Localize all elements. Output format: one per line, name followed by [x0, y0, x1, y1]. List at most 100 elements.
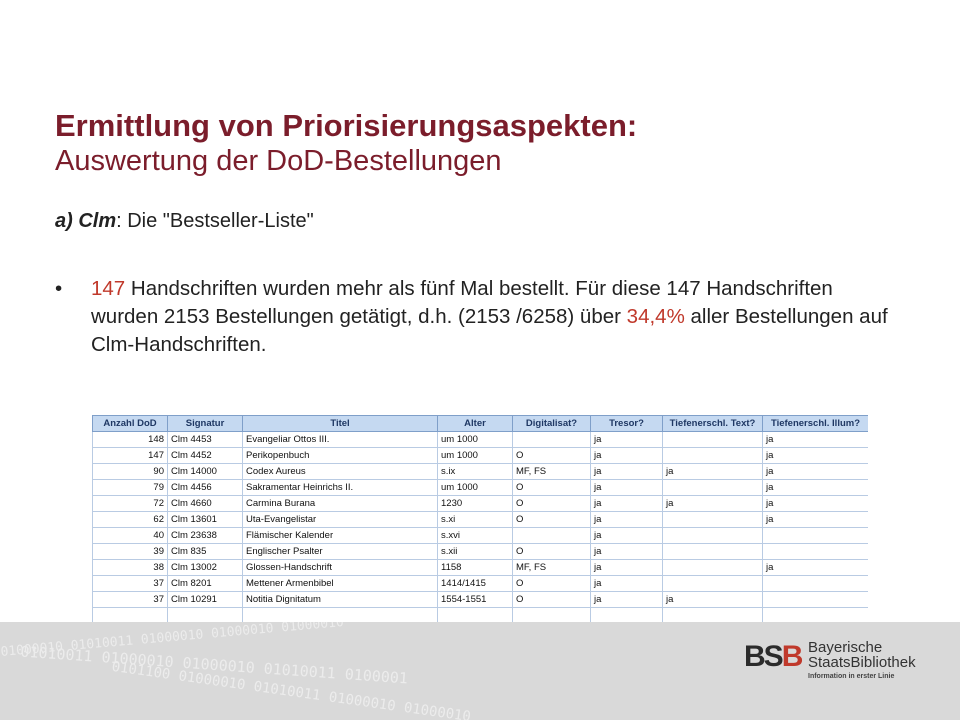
column-header: Tiefenerschl. Text?: [662, 415, 763, 432]
table-cell: O: [512, 447, 591, 464]
table-cell: [762, 543, 868, 560]
table-cell: Clm 14000: [167, 463, 243, 480]
table-cell: [92, 607, 168, 622]
table-cell: O: [512, 495, 591, 512]
table-cell: 38: [92, 559, 168, 576]
table-cell: ja: [590, 447, 663, 464]
table-cell: O: [512, 591, 591, 608]
table-cell: 1230: [437, 495, 513, 512]
slide-title: Ermittlung von Priorisierungsaspekten: A…: [55, 108, 915, 178]
table-cell: Evangeliar Ottos III.: [242, 431, 438, 448]
table-cell: [512, 527, 591, 544]
logo-line2: StaatsBibliothek: [808, 654, 916, 671]
table-cell: 79: [92, 479, 168, 496]
table-cell: 37: [92, 575, 168, 592]
table-cell: Codex Aureus: [242, 463, 438, 480]
table-cell: Clm 23638: [167, 527, 243, 544]
table-cell: um 1000: [437, 447, 513, 464]
table-cell: Notitia Dignitatum: [242, 591, 438, 608]
logo-line1: Bayerische: [808, 639, 883, 656]
table-cell: Clm 4660: [167, 495, 243, 512]
table-cell: [762, 607, 868, 622]
table-cell: ja: [590, 591, 663, 608]
table-cell: Mettener Armenbibel: [242, 575, 438, 592]
table-cell: um 1000: [437, 431, 513, 448]
table-cell: Clm 8201: [167, 575, 243, 592]
bestseller-table: Anzahl DoD Signatur Titel Alter Digitalisat?…: [92, 415, 868, 622]
logo-text: Bayerische StaatsBibliothek: [808, 640, 916, 670]
table-cell: MF, FS: [512, 559, 591, 576]
table-cell: [662, 447, 763, 464]
table-cell: 62: [92, 511, 168, 528]
table-row: 79 Clm 4456 Sakramentar Heinrichs II. um 10…: [92, 479, 868, 496]
column-header: Alter: [437, 415, 513, 432]
column-header: Signatur: [167, 415, 243, 432]
table-cell: s.ix: [437, 463, 513, 480]
table-cell: Carmina Burana: [242, 495, 438, 512]
table-cell: [662, 527, 763, 544]
table-cell: Clm 835: [167, 543, 243, 560]
logo-mark: BSB: [744, 640, 804, 674]
logo-mark-b: B: [781, 640, 804, 673]
bsb-logo: BSB Bayerische StaatsBibliothek Informat…: [744, 640, 916, 690]
title-main: Ermittlung von Priorisierungsaspekten:: [55, 108, 638, 143]
table-cell: ja: [762, 495, 868, 512]
table-cell: 1158: [437, 559, 513, 576]
table-cell: ja: [590, 495, 663, 512]
bullet-text-part2: aller Bestellungen auf Clm-Handschriften…: [91, 305, 888, 356]
table-cell: [512, 431, 591, 448]
table-cell: O: [512, 575, 591, 592]
table-cell: [662, 559, 763, 576]
table-cell: Clm 4452: [167, 447, 243, 464]
table-cell: Flämischer Kalender: [242, 527, 438, 544]
table-cell: ja: [762, 511, 868, 528]
table-cell: ja: [662, 591, 763, 608]
table-row: 90 Clm 14000 Codex Aureus s.ix MF, FS ja ja ja: [92, 463, 868, 480]
table-cell: um 1000: [437, 479, 513, 496]
table-cell: [662, 575, 763, 592]
table-cell: 72: [92, 495, 168, 512]
table-cell: [662, 607, 763, 622]
table-cell: ja: [590, 527, 663, 544]
table-cell: Clm 13601: [167, 511, 243, 528]
table-cell: [662, 543, 763, 560]
bullet-point: • 147 Handschriften wurden mehr als fünf…: [55, 275, 895, 359]
table-cell: ja: [662, 495, 763, 512]
table-cell: [167, 607, 243, 622]
highlight-count: 147: [91, 277, 126, 300]
bullet-marker: •: [55, 277, 63, 300]
table-cell: s.xii: [437, 543, 513, 560]
table-cell: ja: [662, 463, 763, 480]
table-cell: s.xvi: [437, 527, 513, 544]
logo-tagline: Information in erster Linie: [808, 673, 895, 680]
table-cell: Englischer Psalter: [242, 543, 438, 560]
table-cell: ja: [590, 511, 663, 528]
table-cell: Glossen-Handschrift: [242, 559, 438, 576]
table-cell: Perikopenbuch: [242, 447, 438, 464]
table-cell: Uta-Evangelistar: [242, 511, 438, 528]
table-cell: 39: [92, 543, 168, 560]
table-cell: 37: [92, 591, 168, 608]
column-header: Digitalisat?: [512, 415, 591, 432]
table-cell: ja: [590, 543, 663, 560]
table-cell: 1554-1551: [437, 591, 513, 608]
table-cell: ja: [762, 463, 868, 480]
table-cell: 40: [92, 527, 168, 544]
table-cell: ja: [762, 479, 868, 496]
column-header: Anzahl DoD: [92, 415, 168, 432]
highlight-percent: 34,4%: [626, 305, 685, 328]
table-cell: [242, 607, 438, 622]
table-cell: Clm 4453: [167, 431, 243, 448]
table-cell: ja: [590, 575, 663, 592]
table-cell: [662, 431, 763, 448]
table-cell: s.xi: [437, 511, 513, 528]
table-cell: MF, FS: [512, 463, 591, 480]
column-header: Tresor?: [590, 415, 663, 432]
table-cell: ja: [762, 447, 868, 464]
